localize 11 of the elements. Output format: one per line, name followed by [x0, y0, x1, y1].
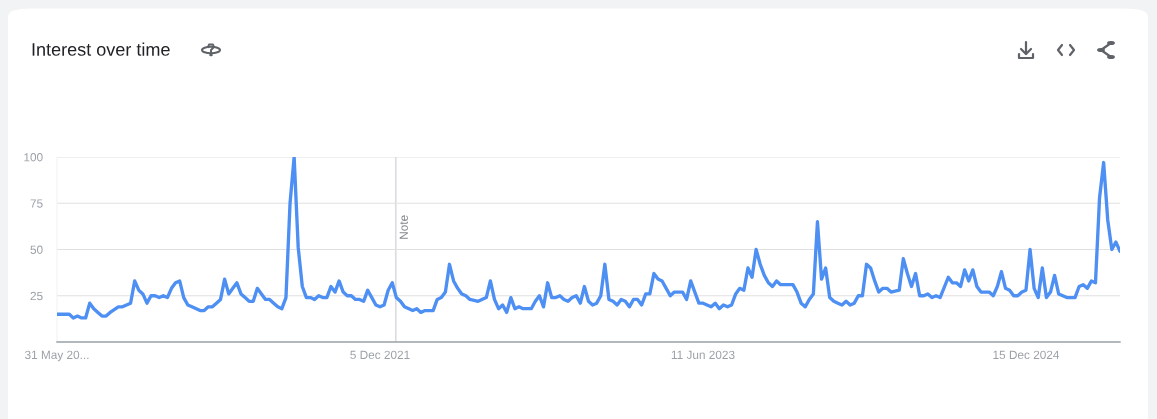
y-tick-label: 75 [30, 199, 43, 208]
x-tick-label: 5 Dec 2021 [350, 350, 410, 359]
chart-title: Interest over time [32, 42, 170, 56]
y-tick-label: 25 [30, 291, 43, 301]
y-tick-label: 50 [30, 245, 43, 254]
x-tick-label: 15 Dec 2024 [993, 350, 1060, 359]
ref-line-label: Note [399, 215, 408, 239]
y-tick-label: 100 [24, 153, 43, 162]
x-tick-label: 31 May 20... [24, 350, 89, 362]
line-series [57, 157, 1120, 320]
x-tick-label: 11 Jun 2023 [671, 350, 735, 359]
